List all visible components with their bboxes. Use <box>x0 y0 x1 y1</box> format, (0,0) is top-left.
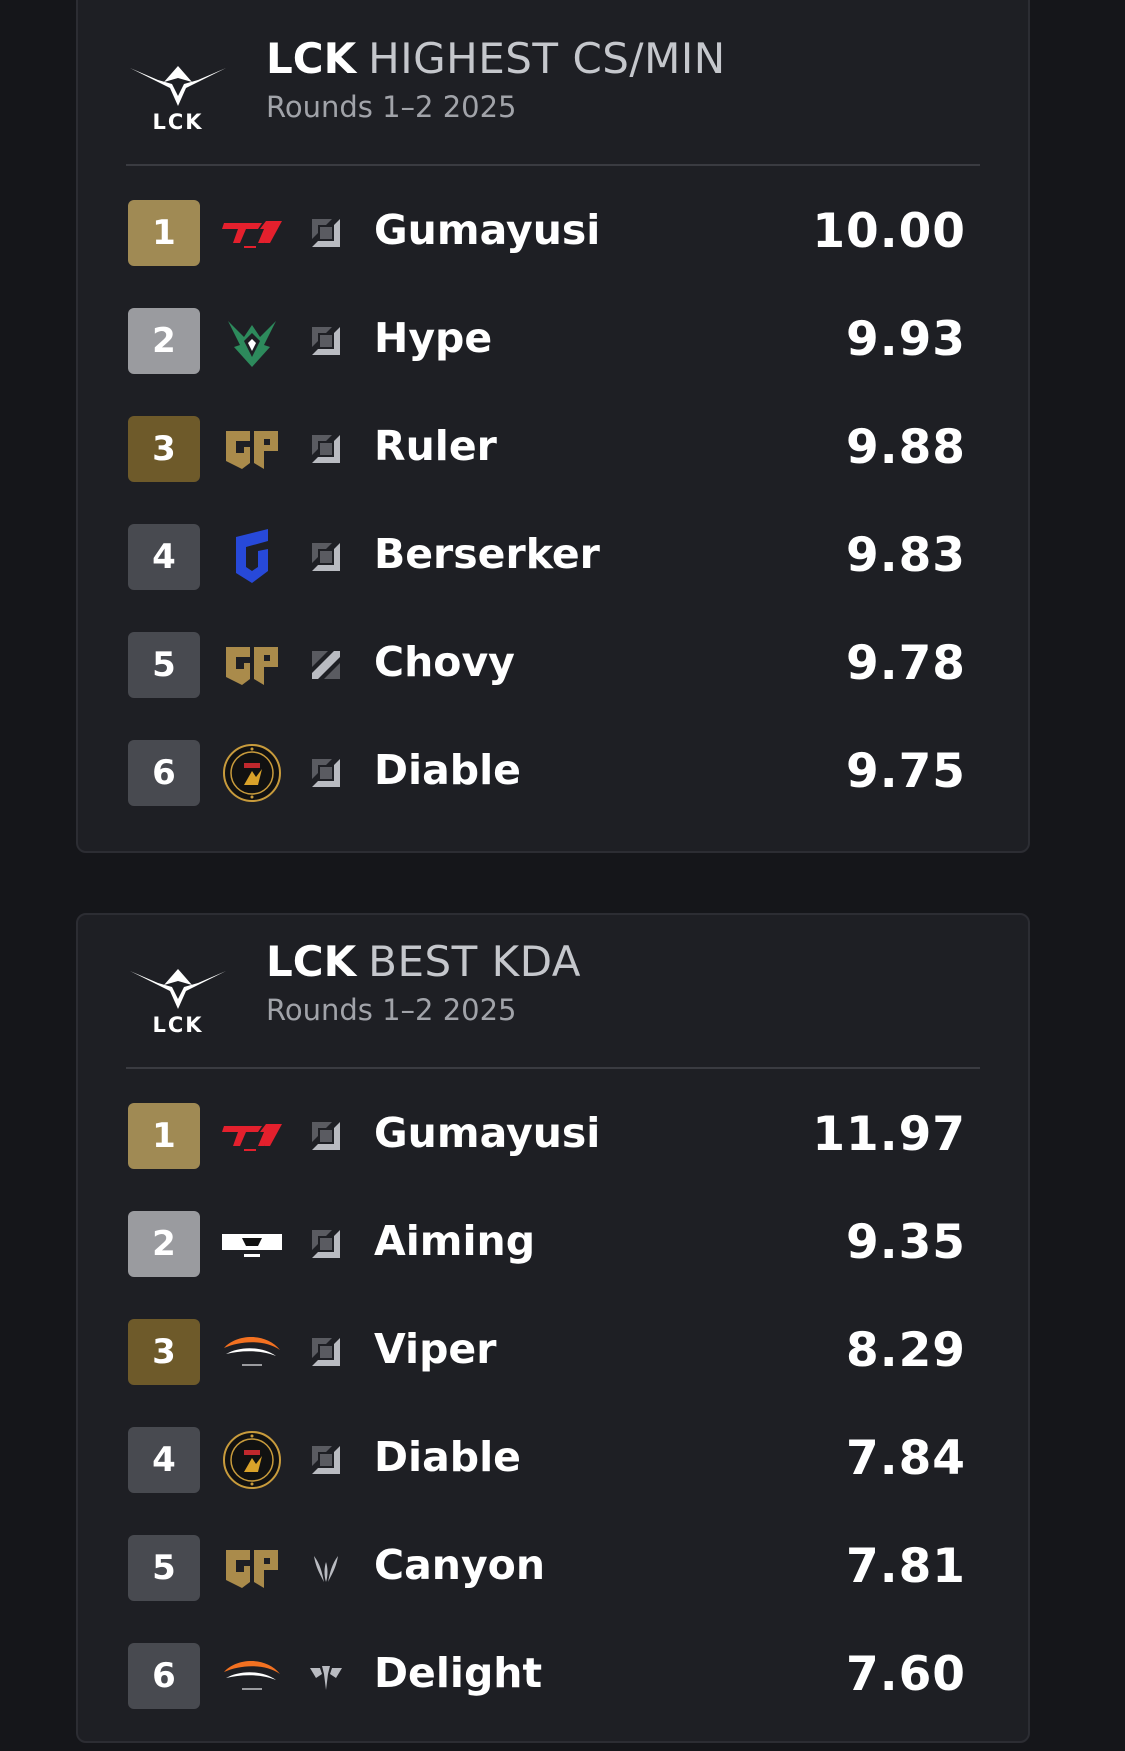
rank-badge: 3 <box>128 1319 200 1385</box>
stat-value: 9.35 <box>846 1215 966 1270</box>
title-brand: LCK <box>266 34 357 83</box>
t1-logo-icon <box>222 1106 282 1166</box>
card-header: LCK LCK BEST KDA Rounds 1–2 2025 <box>78 915 1028 1065</box>
player-name: Diable <box>374 1433 521 1481</box>
lck-logo-text: LCK <box>152 110 204 134</box>
rank-badge: 5 <box>128 632 200 698</box>
leaderboard-list: 1 Gumayusi 11.97 2 Aiming 9.35 3 Viper 8… <box>78 1103 1028 1751</box>
player-name: Canyon <box>374 1541 546 1589</box>
leaderboard-card-cs-per-min: LCK LCK HIGHEST CS/MIN Rounds 1–2 2025 1 … <box>76 0 1030 853</box>
title-brand: LCK <box>266 937 357 986</box>
geng-logo-icon <box>222 1538 282 1598</box>
mid-lane-icon <box>310 649 342 681</box>
stat-value: 9.93 <box>846 312 966 367</box>
player-name: Gumayusi <box>374 206 601 254</box>
rank-badge: 1 <box>128 200 200 266</box>
bot-lane-icon <box>310 1228 342 1260</box>
rank-badge: 6 <box>128 740 200 806</box>
leaderboard-row: 5 Chovy 9.78 <box>78 632 1028 740</box>
stat-value: 7.81 <box>846 1539 966 1594</box>
leaderboard-row: 2 Aiming 9.35 <box>78 1211 1028 1319</box>
leaderboard-row: 4 Berserker 9.83 <box>78 524 1028 632</box>
bot-lane-icon <box>310 757 342 789</box>
stat-value: 7.60 <box>846 1647 966 1702</box>
hle-logo-icon <box>222 1646 282 1706</box>
stat-value: 9.78 <box>846 636 966 691</box>
stat-value: 9.88 <box>846 420 966 475</box>
rank-badge: 4 <box>128 524 200 590</box>
support-icon <box>310 1660 342 1692</box>
bot-lane-icon <box>310 433 342 465</box>
lck-logo-text: LCK <box>152 1013 204 1037</box>
lck-logo-icon: LCK <box>128 58 228 138</box>
leaderboard-row: 6 Diable 9.75 <box>78 740 1028 848</box>
player-name: Berserker <box>374 530 600 578</box>
stat-value: 10.00 <box>812 204 966 259</box>
title-main: HIGHEST CS/MIN <box>368 34 726 83</box>
lck-logo-icon: LCK <box>128 961 228 1041</box>
fearx-logo-icon <box>222 743 282 803</box>
t1-logo-icon <box>222 203 282 263</box>
stat-value: 9.83 <box>846 528 966 583</box>
leaderboard-row: 3 Ruler 9.88 <box>78 416 1028 524</box>
card-title: LCK BEST KDA <box>266 937 581 986</box>
divider <box>126 164 980 166</box>
kt-logo-icon <box>222 1214 282 1274</box>
hle-logo-icon <box>222 1322 282 1382</box>
rank-badge: 2 <box>128 1211 200 1277</box>
bot-lane-icon <box>310 325 342 357</box>
stat-value: 9.75 <box>846 744 966 799</box>
bot-lane-icon <box>310 1120 342 1152</box>
stat-value: 11.97 <box>812 1107 966 1162</box>
leaderboard-row: 5 Canyon 7.81 <box>78 1535 1028 1643</box>
stat-value: 7.84 <box>846 1431 966 1486</box>
card-subtitle: Rounds 1–2 2025 <box>266 90 517 124</box>
rank-badge: 6 <box>128 1643 200 1709</box>
rank-badge: 3 <box>128 416 200 482</box>
player-name: Chovy <box>374 638 515 686</box>
dns-logo-icon <box>222 527 282 587</box>
player-name: Gumayusi <box>374 1109 601 1157</box>
player-name: Aiming <box>374 1217 536 1265</box>
bot-lane-icon <box>310 1336 342 1368</box>
stat-value: 8.29 <box>846 1323 966 1378</box>
jungle-icon <box>310 1552 342 1584</box>
leaderboard-row: 1 Gumayusi 11.97 <box>78 1103 1028 1211</box>
card-subtitle: Rounds 1–2 2025 <box>266 993 517 1027</box>
card-header: LCK LCK HIGHEST CS/MIN Rounds 1–2 2025 <box>78 0 1028 140</box>
rank-badge: 2 <box>128 308 200 374</box>
player-name: Viper <box>374 1325 497 1373</box>
leaderboard-row: 2 Hype 9.93 <box>78 308 1028 416</box>
leaderboard-card-kda: LCK LCK BEST KDA Rounds 1–2 2025 1 Gumayu… <box>76 913 1030 1743</box>
player-name: Delight <box>374 1649 543 1697</box>
geng-logo-icon <box>222 635 282 695</box>
leaderboard-row: 4 Diable 7.84 <box>78 1427 1028 1535</box>
leaderboard-row: 3 Viper 8.29 <box>78 1319 1028 1427</box>
rank-badge: 5 <box>128 1535 200 1601</box>
leaderboard-row: 6 Delight 7.60 <box>78 1643 1028 1751</box>
divider <box>126 1067 980 1069</box>
player-name: Hype <box>374 314 493 362</box>
bot-lane-icon <box>310 1444 342 1476</box>
title-main: BEST KDA <box>368 937 582 986</box>
player-name: Ruler <box>374 422 497 470</box>
bot-lane-icon <box>310 541 342 573</box>
bot-lane-icon <box>310 217 342 249</box>
player-name: Diable <box>374 746 521 794</box>
rank-badge: 4 <box>128 1427 200 1493</box>
leaderboard-list: 1 Gumayusi 10.00 2 Hype 9.93 3 Ruler 9.8… <box>78 200 1028 848</box>
fearx-logo-icon <box>222 1430 282 1490</box>
bro-logo-icon <box>222 311 282 371</box>
rank-badge: 1 <box>128 1103 200 1169</box>
geng-logo-icon <box>222 419 282 479</box>
card-title: LCK HIGHEST CS/MIN <box>266 34 726 83</box>
leaderboard-row: 1 Gumayusi 10.00 <box>78 200 1028 308</box>
